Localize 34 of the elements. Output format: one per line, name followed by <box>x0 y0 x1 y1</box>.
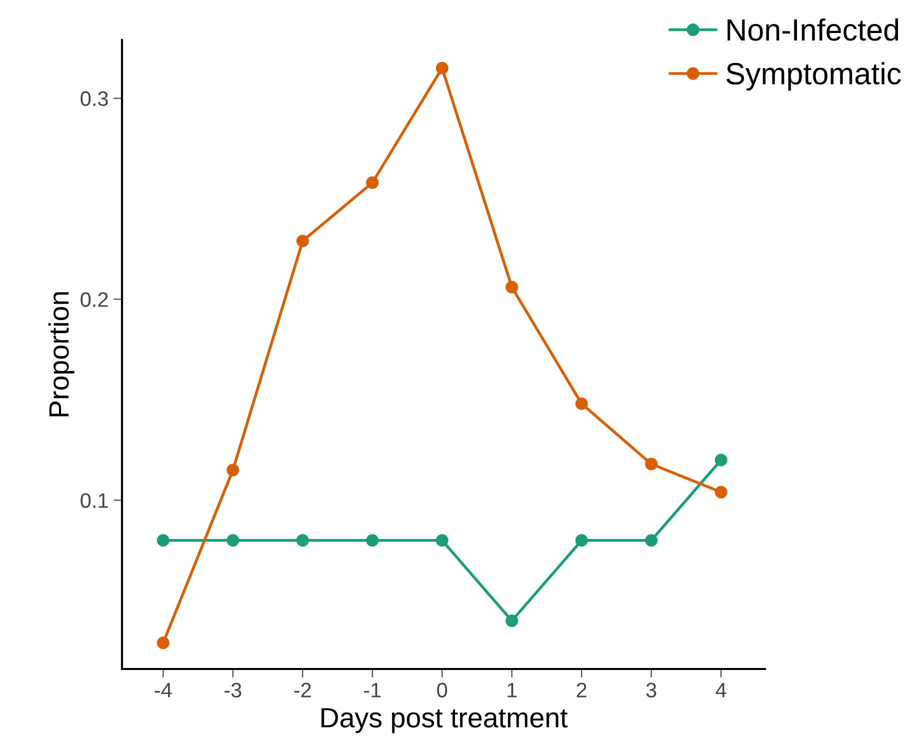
x-tick-label: -3 <box>224 682 242 698</box>
point <box>506 614 518 628</box>
point <box>156 636 170 650</box>
point <box>226 464 240 476</box>
x-tick-label: 3 <box>646 682 656 698</box>
point <box>366 176 379 189</box>
point <box>436 62 448 74</box>
y-tick-label: 0.3 <box>80 91 108 106</box>
point <box>575 534 588 547</box>
point <box>436 534 448 547</box>
x-tick-label: -2 <box>294 682 311 698</box>
point <box>156 534 170 547</box>
y-axis-title: Proportion <box>48 292 74 416</box>
point <box>506 280 518 294</box>
point <box>714 486 728 498</box>
point <box>296 534 309 547</box>
point <box>366 534 379 547</box>
x-tick-label: 2 <box>576 682 586 698</box>
point <box>296 234 309 248</box>
y-tick-label: 0.1 <box>80 493 108 508</box>
x-tick-label: -1 <box>364 682 381 698</box>
x-tick-label: 4 <box>716 682 726 698</box>
point <box>226 534 240 547</box>
x-axis-title: Days post treatment <box>322 708 568 734</box>
point <box>714 454 728 466</box>
y-tick-label: 0.2 <box>80 292 108 307</box>
point <box>645 458 658 470</box>
point <box>645 534 658 547</box>
x-tick-label: 1 <box>508 682 517 698</box>
point <box>575 397 588 410</box>
x-tick-label: -4 <box>154 682 172 698</box>
legend-label: Non-Infected <box>728 18 898 41</box>
legend-label: Symptomatic <box>726 62 901 91</box>
x-tick-label: 0 <box>437 682 448 698</box>
